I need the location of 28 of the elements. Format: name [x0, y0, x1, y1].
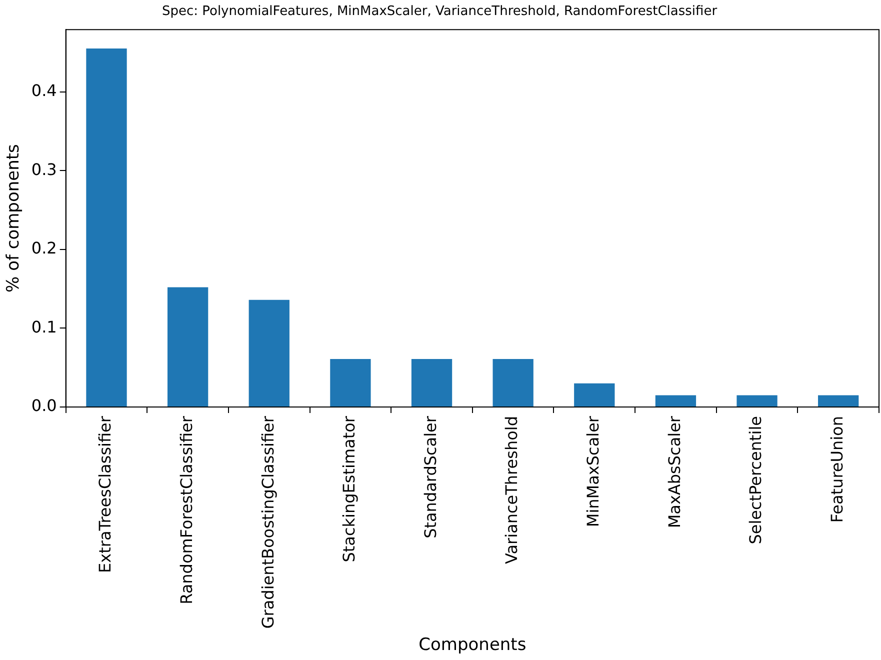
bar — [248, 300, 290, 407]
bar — [655, 395, 696, 407]
y-tick-label: 0.0 — [31, 396, 57, 416]
bar — [411, 358, 452, 407]
bar — [492, 358, 534, 407]
x-tick-label: VarianceThreshold — [502, 416, 522, 564]
bar — [736, 395, 778, 407]
y-axis-title: % of components — [4, 144, 24, 292]
chart-title: Spec: PolynomialFeatures, MinMaxScaler, VarianceThreshold, RandomForestClassifier — [162, 4, 718, 20]
x-tick-label: StandardScaler — [420, 416, 440, 538]
x-tick-label: GradientBoostingClassifier — [258, 416, 278, 629]
x-tick-label: MaxAbsScaler — [664, 416, 684, 528]
bar — [167, 287, 208, 407]
y-tick-label: 0.1 — [31, 317, 57, 336]
x-tick-label: RandomForestClassifier — [176, 416, 196, 604]
y-tick-label: 0.3 — [31, 160, 57, 179]
bar — [86, 48, 127, 407]
y-tick-label: 0.4 — [31, 81, 57, 100]
x-axis-title: Components — [418, 635, 526, 656]
x-tick-label: ExtraTreesClassifier — [96, 416, 115, 573]
x-tick-label: StackingEstimator — [340, 416, 359, 562]
bar — [330, 358, 371, 407]
bar — [574, 383, 615, 407]
x-tick-label: FeatureUnion — [828, 416, 846, 523]
y-tick-label: 0.2 — [31, 238, 57, 258]
x-tick-label: SelectPercentile — [746, 416, 766, 544]
x-tick-label: MinMaxScaler — [584, 416, 603, 528]
bar — [818, 395, 859, 407]
